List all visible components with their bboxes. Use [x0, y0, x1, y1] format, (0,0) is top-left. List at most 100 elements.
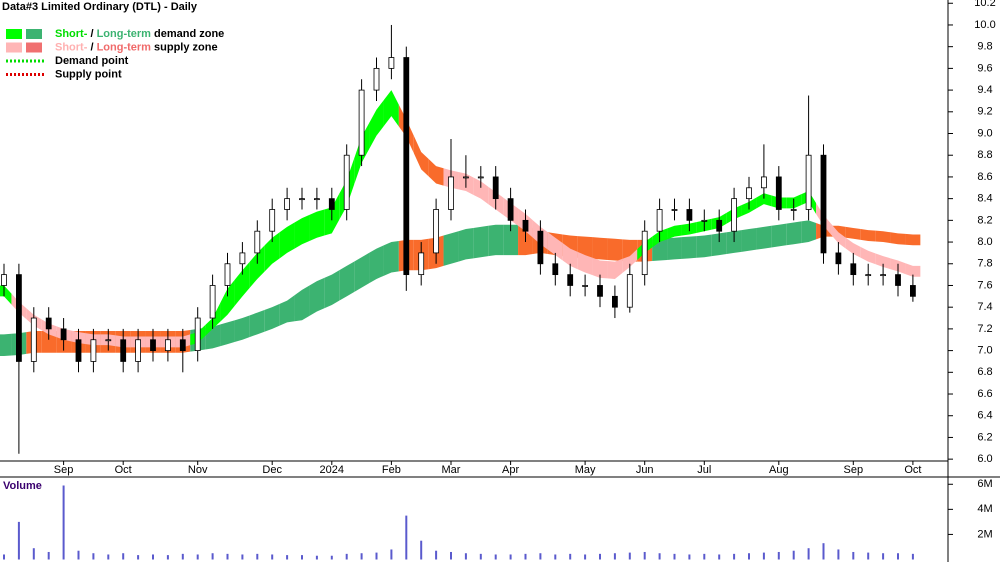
zone-band [0, 285, 12, 305]
candle-body [179, 339, 186, 352]
zone-band [607, 238, 623, 262]
zone-band [309, 277, 325, 316]
candle-body [790, 209, 797, 211]
zone-band [845, 226, 861, 240]
zone-band [890, 232, 906, 245]
candle-body [462, 176, 469, 179]
candle-body [626, 274, 633, 308]
x-tick-label: Oct [904, 464, 921, 476]
candle-body [75, 339, 82, 362]
x-tick-label: Sep [54, 464, 74, 476]
x-tick-label: Nov [188, 464, 208, 476]
legend-label: Demand point [55, 55, 129, 67]
volume-title: Volume [3, 480, 42, 492]
candle-body [433, 209, 440, 254]
candle-body [164, 339, 171, 352]
zone-band [696, 234, 712, 258]
candle-body [686, 209, 693, 221]
zone-band [503, 224, 519, 256]
legend-label: Short- / Long-term demand zone [55, 28, 224, 40]
zone-band [592, 237, 608, 260]
zone-band [220, 279, 235, 322]
y-tick-label: 7.0 [977, 345, 992, 357]
candle-body [850, 263, 857, 276]
candle-body [194, 317, 201, 352]
zone-band [249, 309, 265, 338]
candle-body [358, 89, 365, 156]
volume-tick-label: 2M [977, 528, 992, 540]
zone-band [905, 263, 921, 277]
zone-band [681, 236, 697, 259]
y-tick-label: 6.4 [977, 410, 992, 422]
candle-body [269, 209, 276, 232]
zone-band [41, 331, 57, 353]
zone-band [592, 257, 608, 279]
legend-text: Short- [55, 28, 88, 40]
candle-body [865, 274, 872, 277]
candle-body [507, 198, 514, 221]
x-tick-label: Oct [115, 464, 132, 476]
candle-body [612, 295, 618, 308]
zone-band [488, 224, 504, 257]
candle-body [537, 230, 544, 265]
y-tick-label: 9.6 [977, 62, 992, 74]
y-tick-label: 7.2 [977, 323, 992, 335]
candle-body [239, 252, 246, 265]
axes: 6.0 6.2 6.4 6.6 6.8 7.0 7.2 7.4 7.6 7.8 8.0 8.2 8.4 8… [54, 0, 996, 540]
y-tick-label: 6.8 [977, 366, 992, 378]
candle-body [150, 339, 156, 352]
candle-body [60, 328, 67, 341]
candle-body [835, 252, 842, 265]
x-tick-label: Jun [636, 464, 654, 476]
candle-body [820, 154, 827, 254]
candle-body [731, 198, 737, 232]
y-tick-label: 8.0 [977, 236, 992, 248]
volume-panel [3, 485, 914, 560]
zone-band [309, 209, 325, 241]
x-tick-label: Apr [502, 464, 519, 476]
volume-tick-label: 6M [977, 478, 992, 490]
zone-band [473, 225, 489, 259]
candle-body [746, 187, 752, 200]
zone-band [294, 285, 310, 322]
legend-text: / [87, 28, 96, 40]
legend-text: supply zone [151, 41, 218, 53]
zone-band [875, 230, 891, 244]
zone-band [830, 223, 846, 249]
candle-body [135, 339, 142, 362]
candle-body [373, 67, 380, 91]
legend-swatch [26, 29, 42, 39]
zone-band [0, 333, 12, 357]
zone-band [622, 249, 638, 273]
candle-body [1, 274, 7, 286]
y-tick-label: 7.4 [977, 301, 992, 313]
candle-body [656, 209, 663, 232]
legend-text: Long-term [97, 41, 152, 53]
x-tick-label: Jul [697, 464, 711, 476]
candle-body [671, 209, 678, 211]
candle-body [477, 176, 484, 179]
x-tick-label: Feb [382, 464, 401, 476]
candle-body [45, 317, 52, 330]
x-tick-label: Sep [844, 464, 864, 476]
y-tick-label: 6.6 [977, 388, 992, 400]
legend-text: Long-term [97, 28, 152, 40]
candle-body [701, 219, 708, 222]
candles [1, 24, 916, 454]
zone-band [354, 252, 370, 292]
zone-band [756, 225, 772, 250]
zone-band [264, 303, 280, 332]
y-tick-label: 10.2 [974, 0, 995, 9]
zone-band [562, 243, 578, 270]
zone-band [711, 232, 727, 257]
zone-band [801, 191, 817, 214]
candle-body [895, 274, 901, 286]
candle-body [716, 219, 723, 232]
legend-swatch [6, 29, 22, 39]
candle-body [388, 57, 395, 69]
legend-label: Short- / Long-term supply zone [55, 41, 218, 53]
zone-band [234, 261, 250, 306]
candle-body [805, 154, 812, 210]
candle-body [522, 219, 529, 232]
